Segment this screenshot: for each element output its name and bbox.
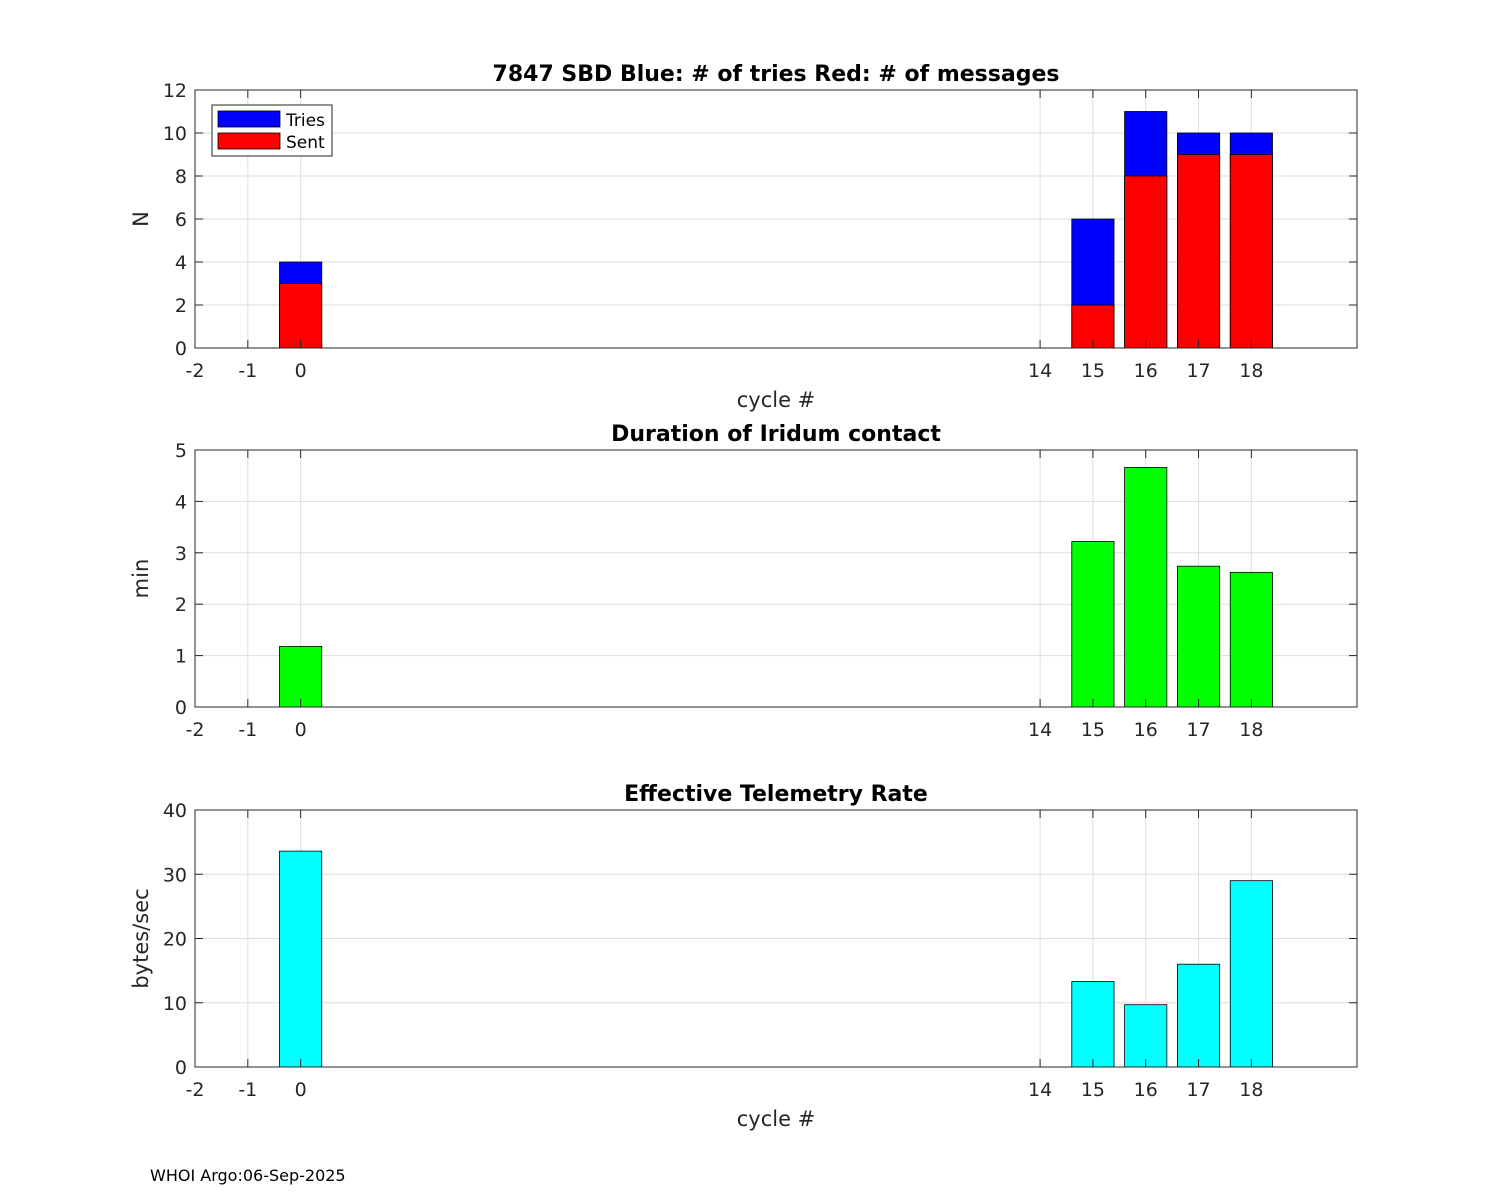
x-tick-label: -1 xyxy=(238,360,257,382)
bar-duration-cycle-18 xyxy=(1229,571,1273,708)
bar-duration-cycle-17 xyxy=(1177,565,1221,708)
x-tick-label: 16 xyxy=(1134,719,1158,741)
bar-sent-cycle-16 xyxy=(1124,175,1168,349)
y-tick-label: 20 xyxy=(163,929,187,951)
legend-swatch-tries xyxy=(217,110,281,128)
bar-rate-cycle-17 xyxy=(1177,963,1221,1068)
x-tick-label: 14 xyxy=(1028,719,1052,741)
x-tick-label: 16 xyxy=(1134,1079,1158,1101)
bar-duration-cycle-15 xyxy=(1071,541,1115,708)
x-tick-label: -2 xyxy=(186,360,205,382)
bar-sent-cycle-0 xyxy=(279,283,323,349)
x-tick-label: 17 xyxy=(1186,360,1210,382)
x-tick-label: 15 xyxy=(1081,360,1105,382)
chart-title: Effective Telemetry Rate xyxy=(624,782,928,807)
legend-swatch-sent xyxy=(217,132,281,150)
x-tick-label: 0 xyxy=(295,719,307,741)
x-axis-label: cycle # xyxy=(737,388,816,412)
y-tick-label: 2 xyxy=(175,295,187,317)
x-tick-label: 14 xyxy=(1028,1079,1052,1101)
x-tick-label: -2 xyxy=(186,1079,205,1101)
y-tick-label: 0 xyxy=(175,1057,187,1079)
bar-sent-cycle-18 xyxy=(1229,154,1273,349)
y-tick-label: 0 xyxy=(175,338,187,360)
y-tick-label: 12 xyxy=(163,80,187,102)
chart-panel-1: -2 -1 0 14 15 16 17 18 0 2 4 6 8 10 12 7847 SBD Blue: #… xyxy=(129,62,1358,412)
y-tick-label: 10 xyxy=(163,123,187,145)
bar-duration-cycle-16 xyxy=(1124,467,1168,708)
x-tick-label: -1 xyxy=(238,719,257,741)
chart-panel-3: -2 -1 0 14 15 16 17 18 0 10 20 30 40 Effective Teleme… xyxy=(129,782,1358,1131)
y-tick-label: 3 xyxy=(175,543,187,565)
y-tick-label: 30 xyxy=(163,864,187,886)
bar-rate-cycle-15 xyxy=(1071,981,1115,1068)
bar-rate-cycle-18 xyxy=(1229,880,1273,1068)
x-tick-label: 0 xyxy=(295,1079,307,1101)
x-tick-label: 16 xyxy=(1134,360,1158,382)
y-tick-label: 1 xyxy=(175,646,187,668)
y-tick-label: 4 xyxy=(175,252,187,274)
x-tick-label: -1 xyxy=(238,1079,257,1101)
bar-rate-cycle-16 xyxy=(1124,1004,1168,1068)
x-axis-label: cycle # xyxy=(737,1107,816,1131)
x-tick-label: 15 xyxy=(1081,1079,1105,1101)
x-tick-label: 17 xyxy=(1186,719,1210,741)
y-axis-label: bytes/sec xyxy=(129,888,153,988)
legend-label-tries: Tries xyxy=(285,111,325,131)
y-axis-label: min xyxy=(129,559,153,599)
x-tick-label: 15 xyxy=(1081,719,1105,741)
y-tick-label: 4 xyxy=(175,491,187,513)
x-tick-label: -2 xyxy=(186,719,205,741)
bar-sent-cycle-17 xyxy=(1177,154,1221,349)
y-tick-label: 0 xyxy=(175,697,187,719)
x-tick-label: 18 xyxy=(1239,719,1263,741)
y-axis-label: N xyxy=(129,211,153,227)
x-tick-label: 18 xyxy=(1239,1079,1263,1101)
legend-label-sent: Sent xyxy=(286,133,325,153)
y-tick-label: 40 xyxy=(163,800,187,822)
x-tick-label: 0 xyxy=(295,360,307,382)
x-tick-label: 17 xyxy=(1186,1079,1210,1101)
y-tick-label: 8 xyxy=(175,166,187,188)
chart-title: 7847 SBD Blue: # of tries Red: # of mess… xyxy=(493,62,1060,87)
x-tick-label: 14 xyxy=(1028,360,1052,382)
bar-rate-cycle-0 xyxy=(279,850,323,1068)
axes-box xyxy=(194,449,1358,708)
y-tick-label: 2 xyxy=(175,594,187,616)
y-tick-label: 10 xyxy=(163,993,187,1015)
chart-title: Duration of Iridum contact xyxy=(611,422,941,447)
footer-note: WHOI Argo:06-Sep-2025 xyxy=(150,1166,346,1185)
chart-panel-2: -2 -1 0 14 15 16 17 18 0 1 2 3 4 5 Duration of Iridum … xyxy=(129,422,1358,741)
x-tick-label: 18 xyxy=(1239,360,1263,382)
y-tick-label: 5 xyxy=(175,440,187,462)
y-tick-label: 6 xyxy=(175,209,187,231)
bar-duration-cycle-0 xyxy=(279,645,323,708)
